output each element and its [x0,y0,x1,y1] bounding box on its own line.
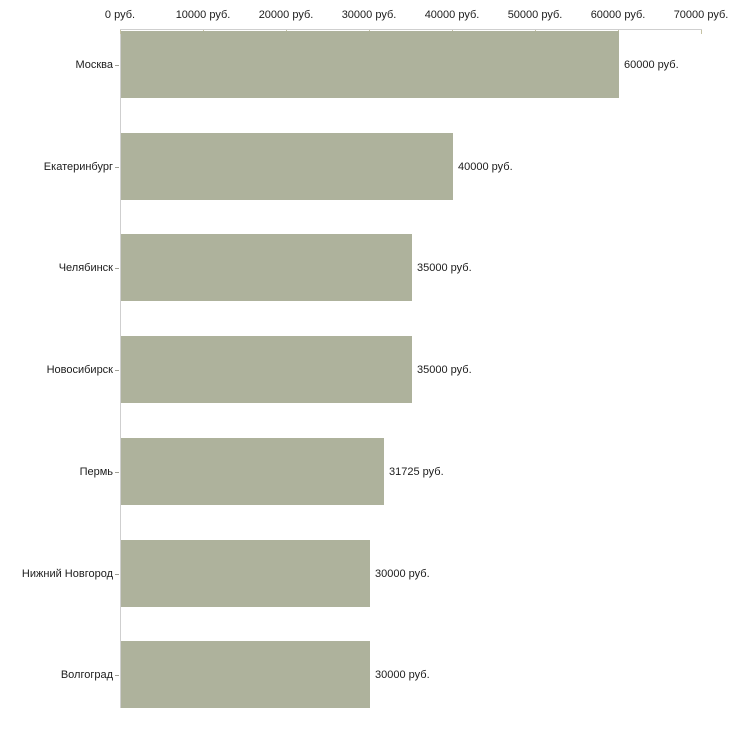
category-label: Новосибирск [46,363,113,376]
bar-2 [121,133,453,200]
y-axis-tick-mark [115,65,119,66]
y-axis-tick-mark [115,370,119,371]
value-label: 31725 руб. [389,465,444,478]
bar-4 [121,336,412,403]
value-label: 35000 руб. [417,261,472,274]
category-label: Волгоград [60,668,113,681]
bar-1 [121,31,619,98]
x-axis-line [120,29,702,30]
bar-3 [121,234,412,301]
category-label: Москва [75,58,113,71]
value-label: 35000 руб. [417,363,472,376]
x-axis-tick-mark [120,30,121,34]
x-axis-tick-label: 0 руб. [104,9,136,21]
y-axis-line [120,29,121,708]
x-axis-tick-label: 60000 руб. [590,9,646,21]
y-axis-tick-mark [115,574,119,575]
y-axis-tick-mark [115,268,119,269]
value-label: 30000 руб. [375,668,430,681]
bar-6 [121,540,370,607]
value-label: 40000 руб. [458,160,513,173]
x-axis-tick-label: 40000 руб. [424,9,480,21]
x-axis-tick-label: 20000 руб. [258,9,314,21]
x-axis-tick-label: 30000 руб. [341,9,397,21]
category-label: Нижний Новгород [21,567,113,580]
value-label: 60000 руб. [624,58,679,71]
y-axis-tick-mark [115,675,119,676]
value-label: 30000 руб. [375,567,430,580]
x-axis-tick-label: 10000 руб. [175,9,231,21]
category-label: Челябинск [58,261,113,274]
x-axis-tick-label: 70000 руб. [673,9,729,21]
category-label: Екатеринбург [43,160,113,173]
y-axis-tick-mark [115,472,119,473]
bar-7 [121,641,370,708]
y-axis-tick-mark [115,167,119,168]
category-label: Пермь [79,465,113,478]
bar-5 [121,438,384,505]
x-axis-tick-mark [701,30,702,34]
x-axis-tick-label: 50000 руб. [507,9,563,21]
